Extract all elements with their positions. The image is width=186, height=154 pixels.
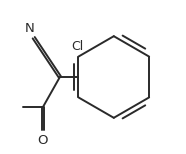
Text: Cl: Cl: [71, 40, 83, 53]
Text: O: O: [38, 134, 48, 147]
Text: N: N: [25, 22, 35, 35]
